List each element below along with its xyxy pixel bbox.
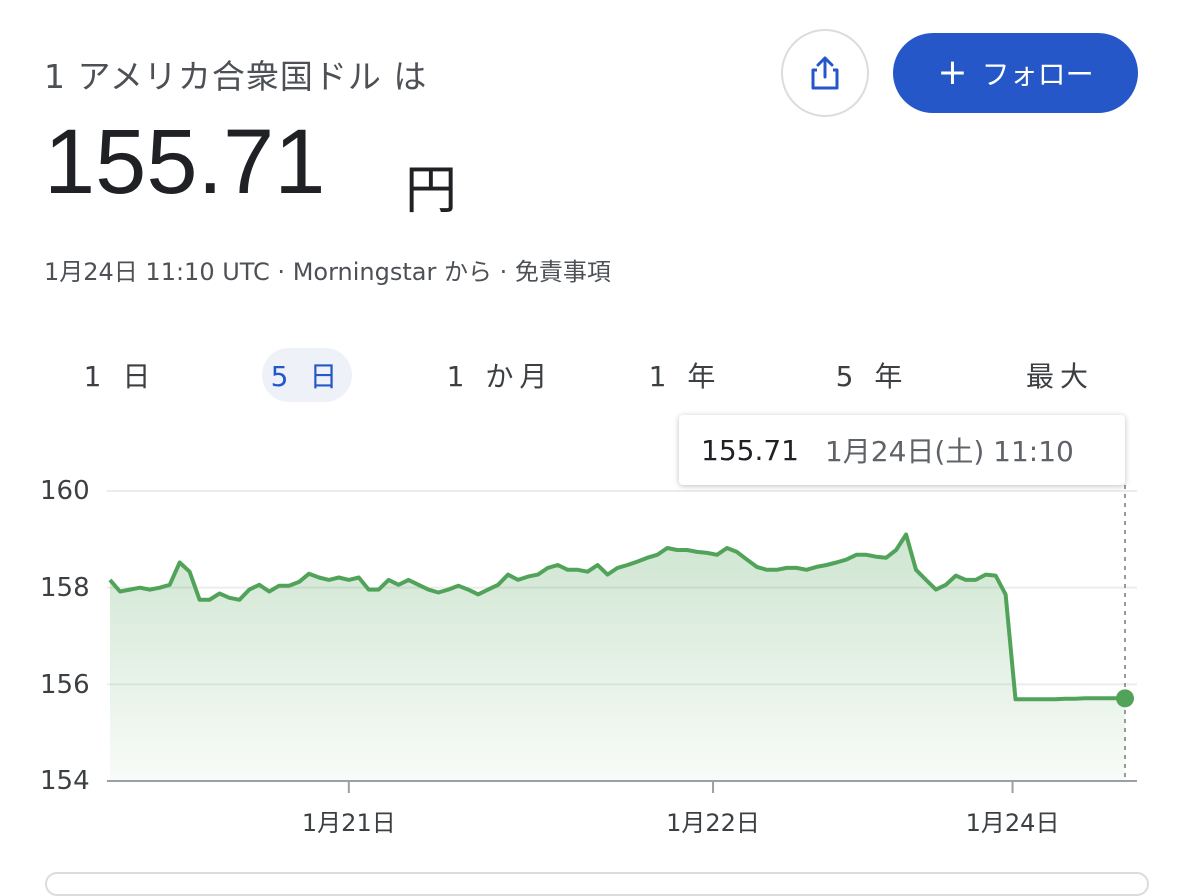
follow-label: フォロー xyxy=(981,58,1094,91)
y-tick-label: 160 xyxy=(40,476,90,506)
chart-tooltip: 155.71 1月24日(土) 11:10 xyxy=(679,415,1125,485)
tab-label: 5 年 xyxy=(835,360,909,393)
tab-label: 最大 xyxy=(1025,360,1094,393)
x-tick-label: 1月21日 xyxy=(301,809,396,837)
tab-label: 5 日 xyxy=(270,360,344,393)
tooltip-time: 1月24日(土) 11:10 xyxy=(824,435,1074,468)
tab-5d[interactable]: 5 日 xyxy=(262,348,352,402)
tab-1y[interactable]: 1 年 xyxy=(635,348,735,402)
share-button[interactable] xyxy=(781,29,869,117)
plus-icon: + xyxy=(937,52,968,93)
tab-label: 1 年 xyxy=(648,360,722,393)
tab-label: 1 か月 xyxy=(446,360,554,393)
y-tick-label: 158 xyxy=(40,573,90,603)
price-area xyxy=(110,534,1125,781)
price-unit: 円 xyxy=(405,161,458,221)
price-value: 155.71 xyxy=(44,111,326,213)
price-meta: 1月24日 11:10 UTC · Morningstar から · 免責事項 xyxy=(44,258,611,286)
tooltip-price: 155.71 xyxy=(701,433,799,467)
current-point xyxy=(1116,689,1134,708)
price-line xyxy=(108,532,1125,702)
tab-5y[interactable]: 5 年 xyxy=(822,348,922,402)
conversion-title: 1 アメリカ合衆国ドル は xyxy=(44,57,428,96)
x-tick-label: 1月22日 xyxy=(666,809,760,837)
follow-button[interactable]: + フォロー xyxy=(893,33,1138,113)
tab-max[interactable]: 最大 xyxy=(1010,348,1110,402)
bottom-card xyxy=(45,872,1149,896)
price-chart[interactable] xyxy=(0,0,1179,877)
y-tick-label: 154 xyxy=(40,766,90,796)
tab-1d[interactable]: 1 日 xyxy=(70,348,170,402)
share-icon xyxy=(811,56,839,90)
x-tick-label: 1月24日 xyxy=(965,809,1060,837)
tab-1m[interactable]: 1 か月 xyxy=(440,348,560,402)
y-tick-label: 156 xyxy=(40,670,90,700)
tab-label: 1 日 xyxy=(83,360,157,393)
